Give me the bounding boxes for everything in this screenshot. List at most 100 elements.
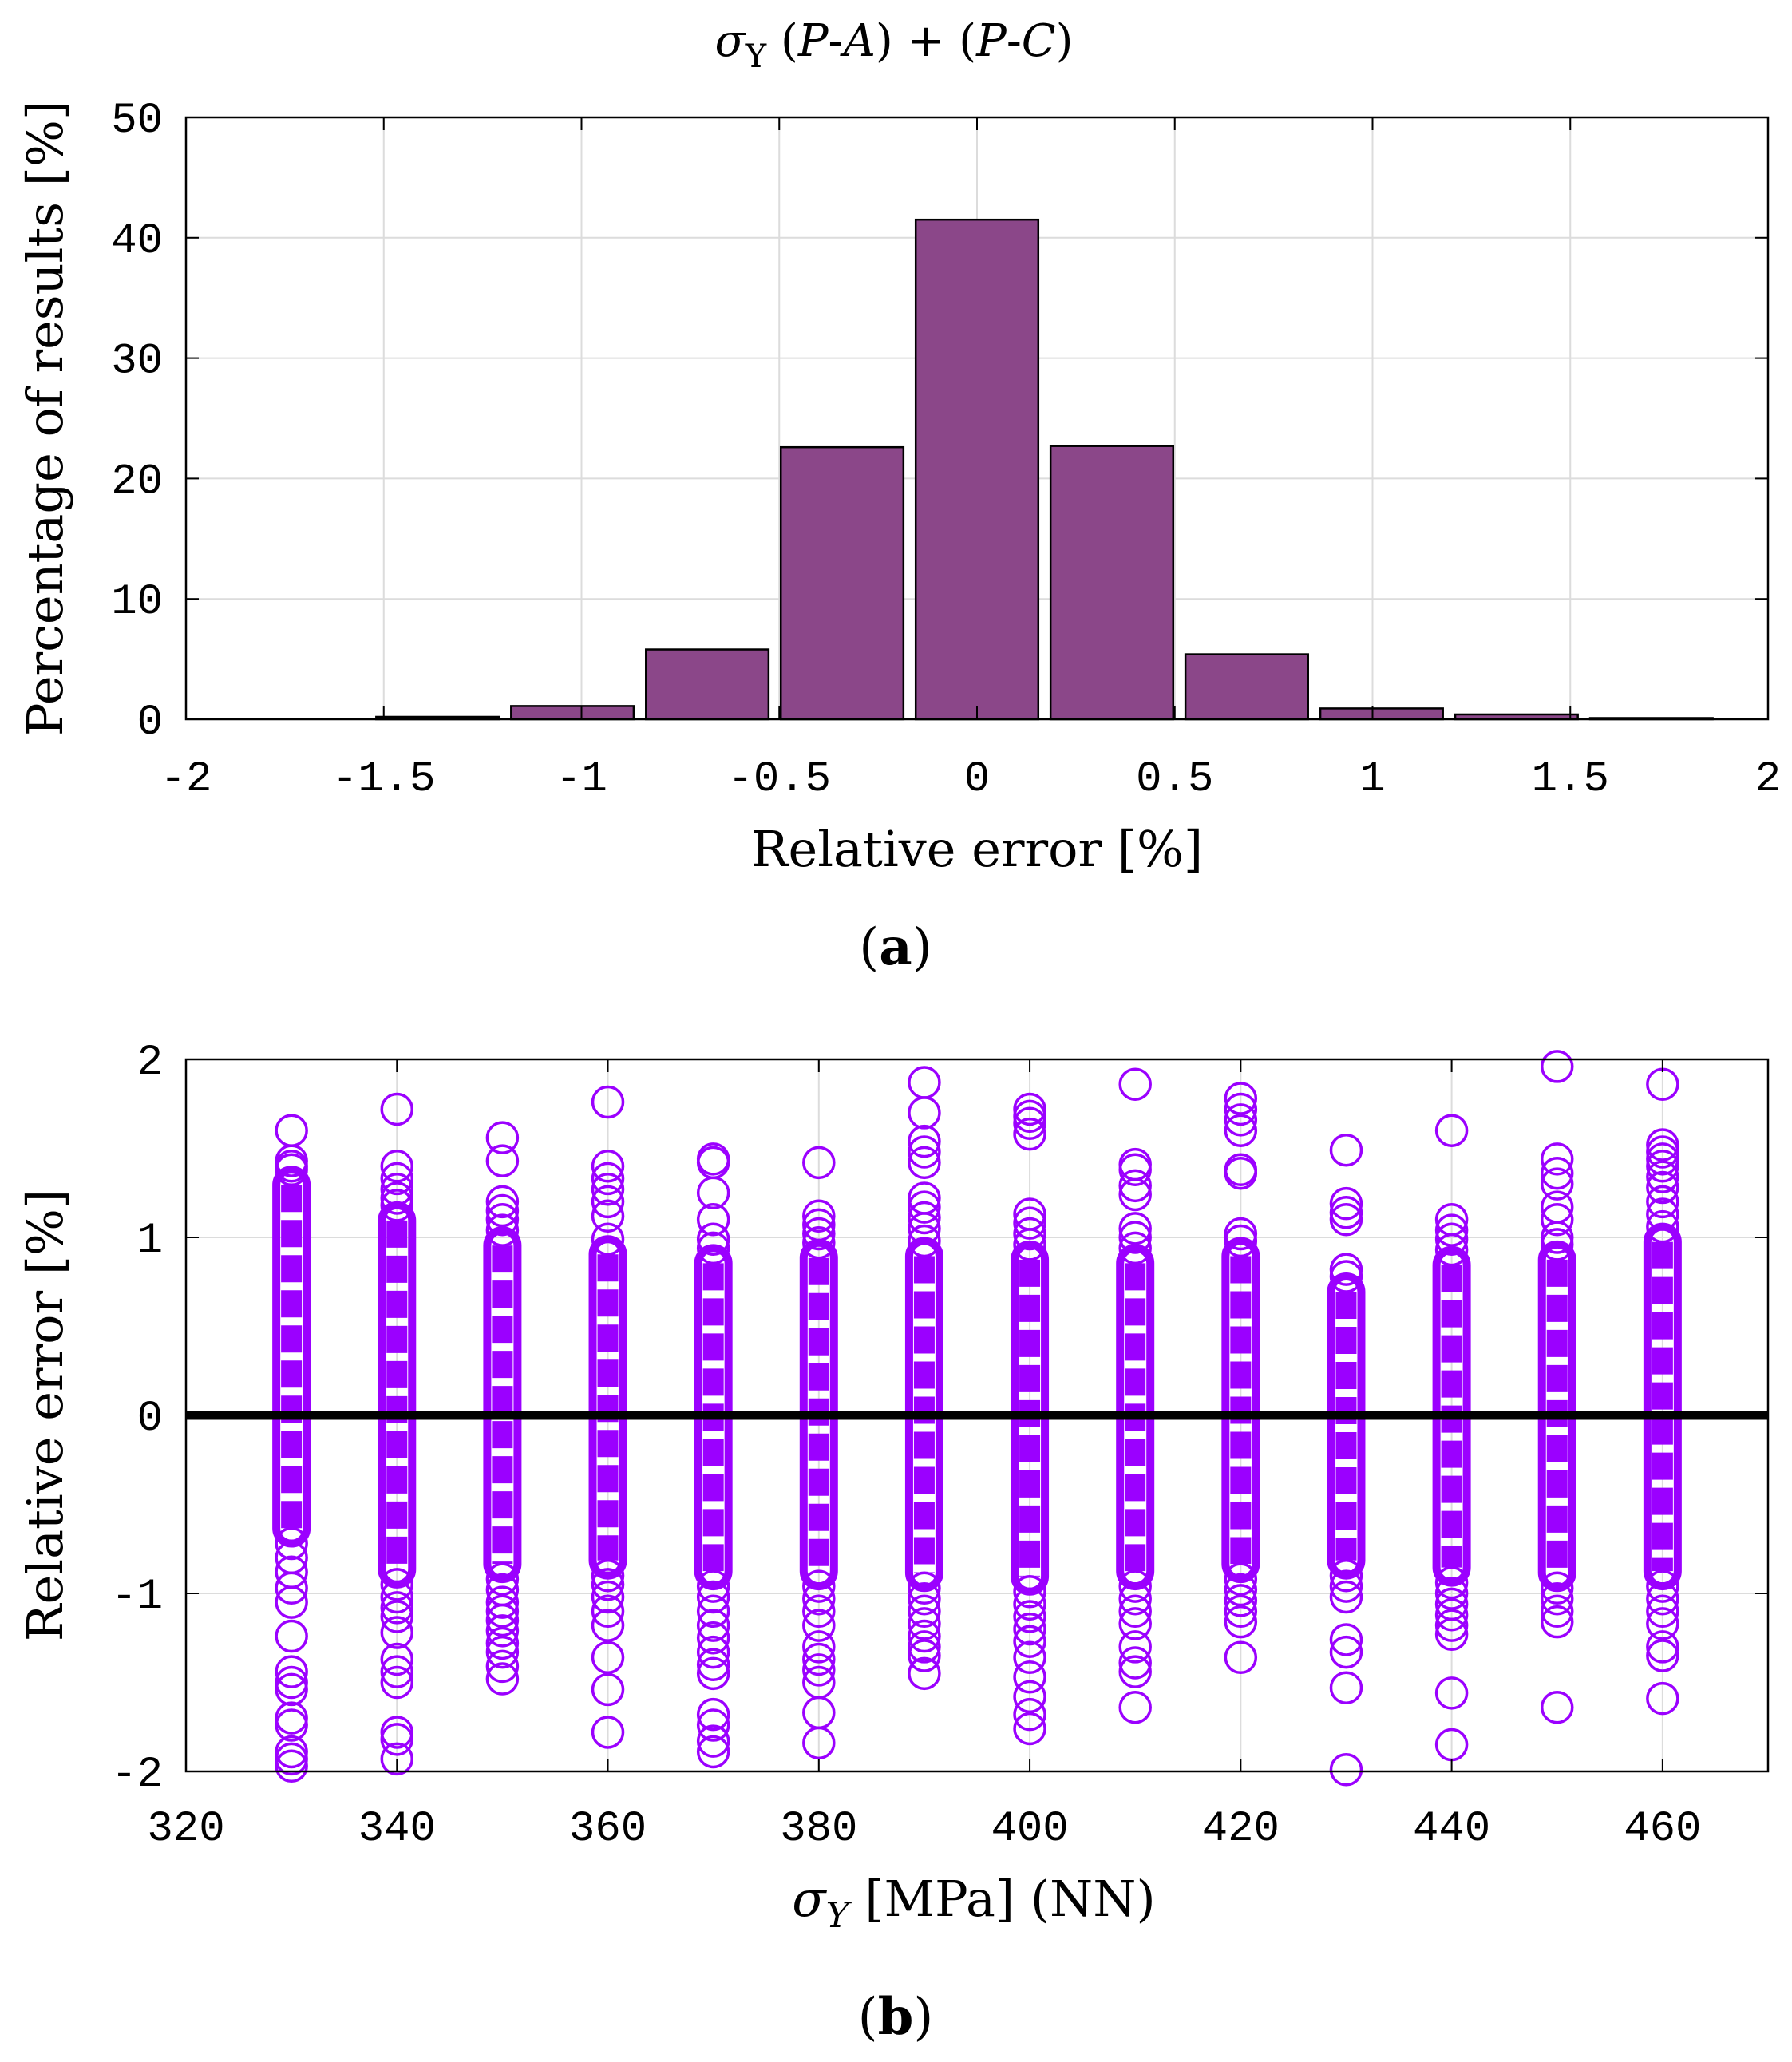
panel-b: 320 340 360 380 400 420 440 460 -2 -1 0 1 2 σY [MPa]… [16, 1039, 1770, 2047]
panel-b-point [1224, 1103, 1258, 1137]
panel-b-point [908, 1124, 941, 1158]
panel-b-point [380, 1655, 414, 1688]
panel-b-point [1329, 1671, 1363, 1704]
panel-b-point [275, 1526, 308, 1561]
panel-b-point [1329, 1202, 1363, 1237]
panel-b-point [696, 1222, 730, 1256]
panel-b-point [1118, 1153, 1152, 1187]
panel-b-point [1329, 1558, 1363, 1593]
panel-b-point [1540, 1605, 1574, 1639]
panel-b-point [1646, 1170, 1679, 1205]
panel-b-point [1329, 1260, 1363, 1293]
panel-b-point [1013, 1099, 1046, 1134]
panel-a: σY (P-A) + (P-C) -2 -1.5 -1 -0.5 0 0.5 1 1.5 201… [16, 15, 1781, 977]
panel-b-xtick-label: 380 [780, 1805, 857, 1854]
panel-a-bar [1049, 445, 1175, 721]
panel-b-point [696, 1656, 730, 1691]
panel-b-point [696, 1609, 730, 1642]
panel-b-point [380, 1591, 414, 1625]
panel-b-point [380, 1162, 414, 1196]
panel-b-point [485, 1594, 520, 1629]
panel-b-point [1118, 1581, 1152, 1616]
panel-b-point [908, 1607, 941, 1640]
panel-b-point [1224, 1217, 1258, 1251]
panel-b-point [1224, 1092, 1258, 1126]
panel-b-point [591, 1162, 625, 1196]
panel-a-bar [1319, 707, 1444, 721]
panel-b-point [1540, 1156, 1574, 1190]
panel-b-point [380, 1173, 414, 1206]
panel-b-dense-band [483, 1226, 522, 1584]
panel-b-point [1224, 1594, 1258, 1629]
panel-b-point [591, 1609, 625, 1642]
panel-b-point [1646, 1135, 1679, 1169]
panel-b-point [275, 1708, 308, 1742]
panel-b-point [1118, 1169, 1152, 1203]
panel-b-point [1013, 1660, 1046, 1694]
panel-b-point [908, 1594, 941, 1629]
panel-b-point [908, 1224, 941, 1258]
panel-b-point [1013, 1092, 1046, 1126]
panel-b-point [380, 1716, 414, 1749]
panel-b-point [1013, 1106, 1046, 1141]
panel-b-point [591, 1199, 625, 1233]
panel-b-point [1646, 1128, 1679, 1162]
panel-a-xtick-label: -0.5 [727, 755, 831, 804]
panel-b-point [591, 1580, 625, 1614]
panel-b-point [1540, 1581, 1574, 1616]
panel-b-point [1329, 1186, 1363, 1221]
panel-b-point [908, 1212, 941, 1245]
panel-b-point [485, 1213, 520, 1247]
panel-b-point [802, 1208, 836, 1242]
panel-b-point [1329, 1196, 1363, 1229]
panel-a-xtick-label: 0.5 [1136, 755, 1213, 804]
panel-b-point [696, 1724, 730, 1758]
panel-b-point [802, 1665, 836, 1700]
panel-b-point [696, 1580, 730, 1614]
panel-b-point [1013, 1697, 1046, 1732]
panel-a-xtick-label: 0 [964, 755, 990, 804]
panel-b-point [1540, 1571, 1574, 1605]
panel-b-point [380, 1189, 414, 1222]
panel-b-point [802, 1225, 836, 1260]
panel-b-point [1646, 1150, 1679, 1183]
panel-b-point [696, 1621, 730, 1655]
panel-b-point [696, 1569, 730, 1603]
panel-b-point [380, 1616, 414, 1649]
panel-b-point [1224, 1573, 1258, 1607]
panel-b-point [696, 1594, 730, 1629]
panel-b-point [1329, 1253, 1363, 1286]
panel-b-point [1224, 1156, 1258, 1190]
panel-b-point [1329, 1569, 1363, 1603]
panel-b-point [1118, 1569, 1152, 1603]
panel-b-dense-band [1221, 1237, 1260, 1584]
panel-a-title: σY (P-A) + (P-C) [715, 15, 1074, 75]
panel-b-point [591, 1150, 625, 1183]
panel-b-point [591, 1222, 625, 1256]
panel-b-point [1540, 1228, 1574, 1261]
panel-b-point [380, 1150, 414, 1183]
panel-b-point [485, 1585, 520, 1619]
panel-b-point [1118, 1212, 1152, 1245]
panel-b-point [1329, 1580, 1363, 1614]
panel-b-point [802, 1217, 836, 1251]
panel-b-point [802, 1146, 836, 1180]
panel-b-point [1118, 1231, 1152, 1265]
panel-b-ytick-label: -2 [111, 1751, 163, 1799]
panel-b-point [1540, 1050, 1574, 1083]
panel-b-point [275, 1735, 308, 1769]
panel-b-point [1013, 1587, 1046, 1621]
panel-b-point [1540, 1221, 1574, 1254]
panel-b-point [1434, 1598, 1469, 1632]
panel-b-point [485, 1662, 520, 1696]
panel-b-point [591, 1640, 625, 1675]
panel-b-ytick-label: 1 [137, 1217, 163, 1265]
panel-a-xtick-label: 1 [1359, 755, 1385, 804]
panel-b-point [380, 1580, 414, 1614]
panel-b-point [1118, 1655, 1152, 1688]
panel-b-point [275, 1749, 308, 1783]
panel-b-point [908, 1146, 941, 1180]
panel-b-point [1646, 1581, 1679, 1616]
panel-b-point [1434, 1233, 1469, 1267]
panel-b-point [380, 1600, 414, 1633]
